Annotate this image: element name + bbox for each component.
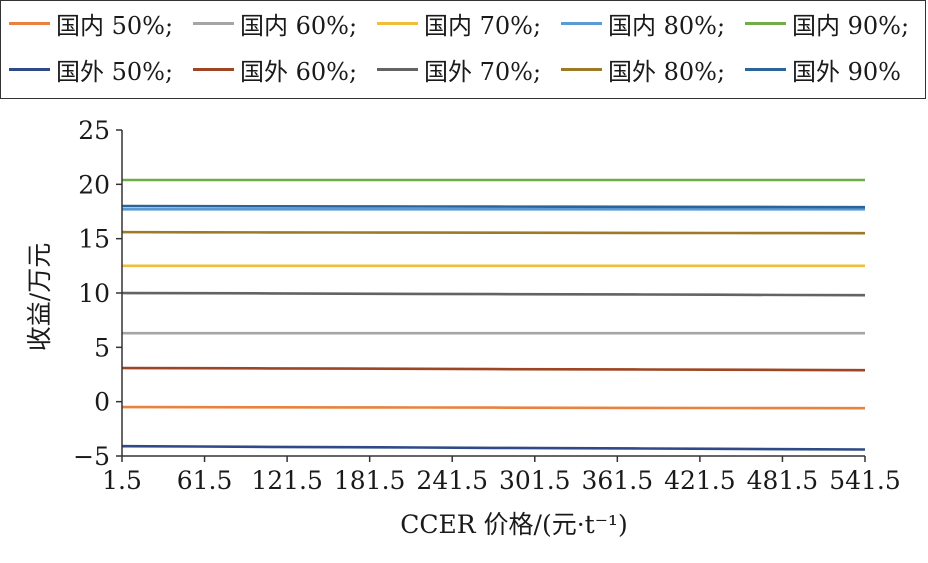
- x-tick-label: 121.5: [251, 466, 323, 495]
- x-tick-label: 61.5: [177, 466, 233, 495]
- series-line-9: [121, 230, 866, 235]
- legend-label: 国外 90%: [792, 57, 901, 86]
- legend-item: 国外 90%: [745, 51, 901, 87]
- legend-swatch: [561, 21, 602, 25]
- legend-item: 国外 70%;: [377, 51, 541, 87]
- x-tick-label: 421.5: [664, 466, 736, 495]
- y-tick-label: 15: [78, 225, 110, 254]
- legend-label: 国内 80%;: [608, 11, 726, 40]
- x-tick-label: 481.5: [747, 466, 819, 495]
- legend-label: 国内 90%;: [792, 11, 910, 40]
- legend-swatch: [377, 67, 418, 71]
- y-axis-title: 收益/万元: [25, 243, 54, 351]
- legend-item: 国外 80%;: [561, 51, 725, 87]
- series-line-1: [121, 405, 866, 410]
- legend-swatch: [9, 67, 50, 71]
- legend-item: 国外 60%;: [193, 51, 357, 87]
- legend-item: 国内 90%;: [745, 5, 909, 41]
- series-line-10: [121, 204, 866, 209]
- legend-item: 国内 50%;: [9, 5, 173, 41]
- legend-label: 国内 50%;: [56, 11, 174, 40]
- x-axis-title: CCER 价格/(元·t⁻¹): [400, 510, 627, 539]
- legend-swatch: [561, 67, 602, 71]
- y-tick-label: 5: [94, 333, 110, 362]
- y-tick-label: 20: [78, 170, 110, 199]
- legend-swatch: [193, 67, 234, 71]
- y-tick-label: 0: [94, 388, 110, 417]
- x-tick-label: 241.5: [416, 466, 488, 495]
- legend-label: 国外 60%;: [240, 57, 358, 86]
- series-line-6: [121, 444, 866, 451]
- x-tick-label: 1.5: [102, 466, 142, 495]
- legend-swatch: [745, 21, 786, 25]
- series-line-8: [121, 291, 866, 297]
- legend-swatch: [193, 21, 234, 25]
- legend-item: 国外 50%;: [9, 51, 173, 87]
- legend-item: 国内 70%;: [377, 5, 541, 41]
- legend-label: 国外 80%;: [608, 57, 726, 86]
- legend-label: 国内 70%;: [424, 11, 542, 40]
- x-tick-label: 541.5: [829, 466, 901, 495]
- legend-label: 国外 70%;: [424, 57, 542, 86]
- legend-item: 国内 80%;: [561, 5, 725, 41]
- x-tick-label: 301.5: [499, 466, 571, 495]
- y-tick-label: 10: [78, 279, 110, 308]
- chart-legend: 国内 50%; 国内 60%; 国内 70%; 国内 80%; 国内 90%; 国外 50…: [0, 0, 926, 99]
- line-chart: 25 20 15 10 5 0 −51.5 61.5 121.5 181.5 241.5 301.5 3…: [25, 116, 901, 539]
- legend-label: 国内 60%;: [240, 11, 358, 40]
- x-tick-label: 181.5: [334, 466, 406, 495]
- x-tick-label: 361.5: [582, 466, 654, 495]
- y-tick-label: 25: [78, 116, 110, 145]
- series-line-7: [121, 366, 866, 372]
- y-tick-label: −5: [73, 442, 110, 471]
- legend-swatch: [377, 21, 418, 25]
- legend-swatch: [9, 21, 50, 25]
- legend-label: 国外 50%;: [56, 57, 174, 86]
- legend-item: 国内 60%;: [193, 5, 357, 41]
- legend-swatch: [745, 67, 786, 71]
